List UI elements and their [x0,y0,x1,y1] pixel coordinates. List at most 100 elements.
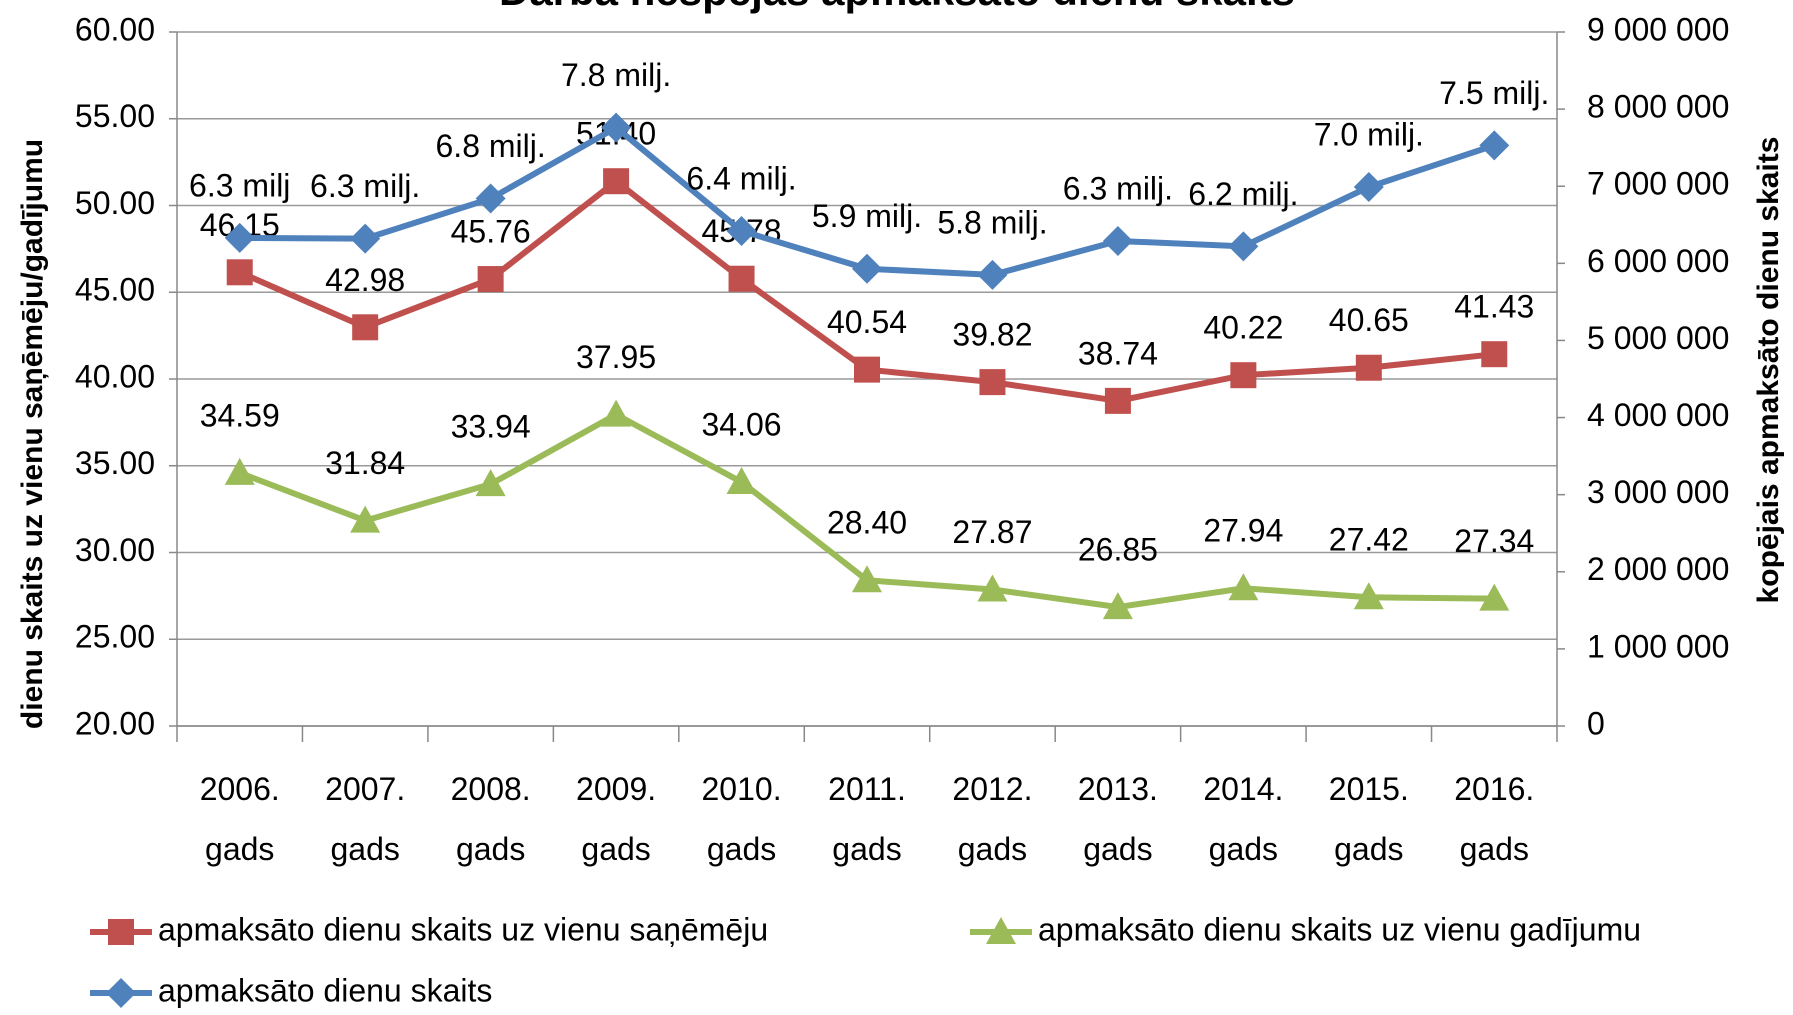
chart-title: Darba nespējas apmaksāto dienu skaits [499,0,1295,14]
marker [977,574,1008,602]
legend-label: apmaksāto dienu skaits [158,972,492,1008]
marker [852,253,882,284]
marker [108,919,134,945]
data-label: 40.22 [1203,310,1283,346]
marker [1104,387,1131,414]
marker [106,978,136,1008]
data-label: 39.82 [952,317,1032,353]
marker [1102,592,1133,620]
x-tick-label: 2006. gads [200,771,280,867]
y-tick-label: 20.00 [75,705,155,741]
marker [728,265,755,292]
marker [1355,354,1382,381]
marker [475,183,506,214]
x-tick-label: 2007. gads [325,771,405,867]
marker [224,222,255,253]
data-label: 40.54 [827,304,907,340]
y-tick-label: 25.00 [75,619,155,655]
data-label: 38.74 [1078,335,1158,371]
marker [601,112,632,143]
x-tick-label: 2013. gads [1078,771,1158,867]
data-label: 7.5 milj. [1439,75,1549,111]
y-tick-label: 30.00 [75,532,155,568]
marker [854,356,880,383]
x-tick-label: 2011. gads [828,771,906,867]
y2-tick-label: 1 000 000 [1587,628,1729,664]
y-tick-label: 35.00 [75,445,155,481]
data-label: 31.84 [325,445,405,481]
data-label: 6.4 milj. [686,160,796,196]
marker [477,266,504,293]
data-label: 6.8 milj. [436,128,546,164]
marker [352,314,379,341]
marker [977,259,1008,290]
x-tick-label: 2016. gads [1454,771,1534,867]
marker [1353,171,1384,202]
y2-tick-label: 3 000 000 [1587,474,1729,510]
legend-label: apmaksāto dienu skaits uz vienu gadījumu [1038,911,1641,947]
marker [1479,130,1510,161]
y-tick-label: 50.00 [75,185,155,221]
marker [1102,225,1133,256]
marker [350,223,381,254]
x-tick-label: 2008. gads [451,771,531,867]
marker [726,467,757,495]
x-tick-label: 2010. gads [702,771,782,867]
data-label: 7.8 milj. [561,57,671,93]
data-label: 6.3 milj [189,167,290,203]
data-label: 6.3 milj. [310,168,420,204]
y2-tick-label: 7 000 000 [1587,166,1729,202]
y2-tick-label: 4 000 000 [1587,397,1729,433]
data-label: 5.9 milj. [812,198,922,234]
marker [1481,341,1508,368]
marker [1228,231,1259,262]
y2-tick-label: 8 000 000 [1587,89,1729,125]
marker [601,399,632,427]
x-tick-label: 2009. gads [576,771,656,867]
data-label: 28.40 [827,505,907,541]
marker [979,369,1006,396]
data-label: 27.87 [952,514,1032,550]
x-tick-label: 2014. gads [1203,771,1283,867]
marker [852,565,882,593]
marker [726,215,757,246]
data-label: 7.0 milj. [1314,116,1424,152]
marker [224,457,255,485]
data-label: 5.8 milj. [937,204,1047,240]
marker [350,505,381,533]
y-tick-label: 40.00 [75,358,155,394]
x-tick-label: 2012. gads [952,771,1032,867]
marker [1479,583,1510,611]
data-label: 27.34 [1454,523,1534,559]
y2-tick-label: 5 000 000 [1587,320,1729,356]
marker [1353,582,1384,610]
y2-tick-label: 2 000 000 [1587,551,1729,587]
y2-tick-label: 9 000 000 [1587,11,1729,47]
data-label: 26.85 [1078,532,1158,568]
data-label: 42.98 [325,262,405,298]
x-tick-label: 2015. gads [1329,771,1409,867]
data-label: 27.42 [1329,522,1409,558]
marker [1230,362,1257,389]
data-label: 37.95 [576,339,656,375]
data-label: 6.2 milj. [1188,176,1298,212]
data-label: 34.59 [200,397,280,433]
data-label: 45.76 [451,214,531,250]
marker [475,469,506,497]
marker [1228,573,1259,601]
data-label: 27.94 [1203,513,1283,549]
legend-label: apmaksāto dienu skaits uz vienu saņēmēju [158,911,768,947]
marker [603,168,630,195]
data-label: 33.94 [451,409,531,445]
marker [226,259,253,286]
y2-tick-label: 6 000 000 [1587,243,1729,279]
data-label: 34.06 [702,407,782,443]
data-label: 40.65 [1329,302,1409,338]
y-axis-label: dienu skaits uz vienu saņēmēju/gadījumu [16,139,49,729]
marker [986,917,1016,944]
y-tick-label: 60.00 [75,11,155,47]
data-label: 41.43 [1454,289,1534,325]
y-tick-label: 45.00 [75,272,155,308]
